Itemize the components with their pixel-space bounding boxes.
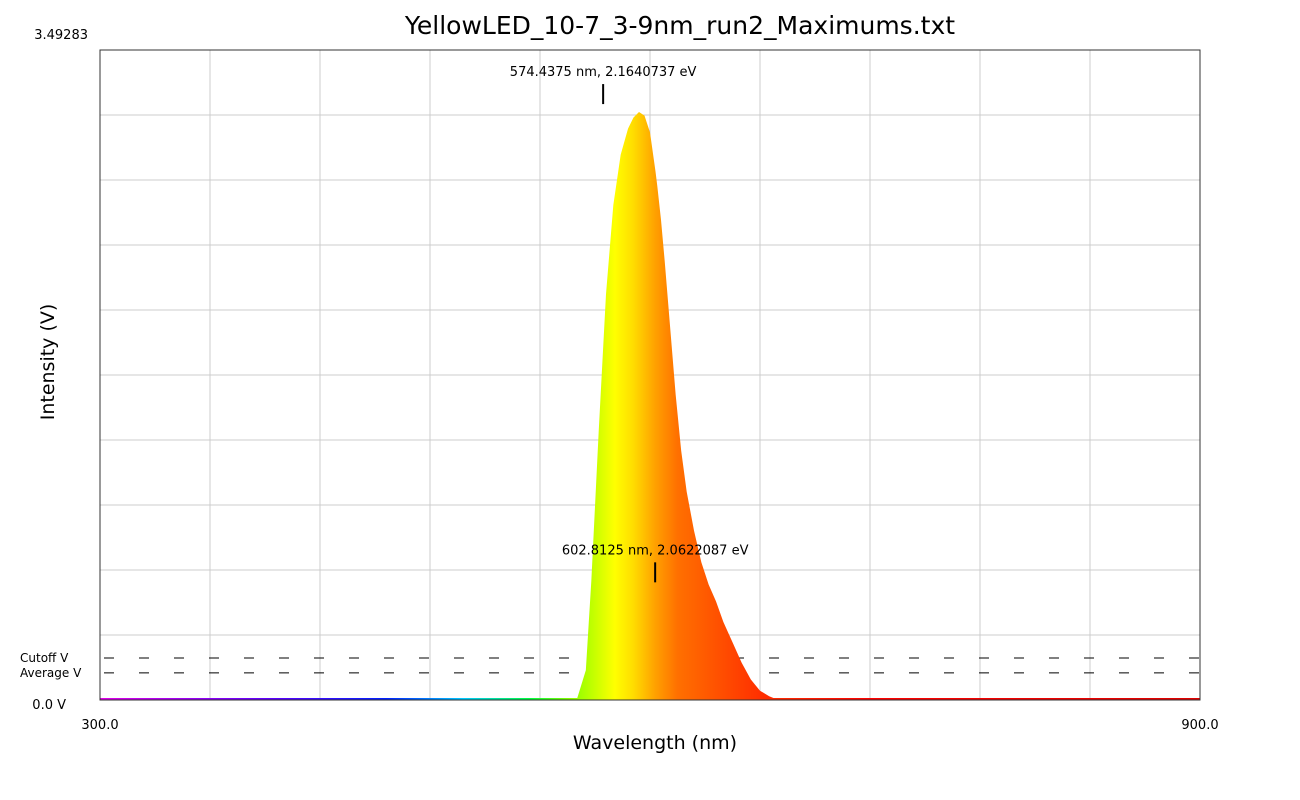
y-tick-max: 3.49283 [34,28,88,43]
x-tick-min: 300.0 [81,718,118,733]
peak-annotations: 574.4375 nm, 2.1640737 eV 602.8125 nm, 2.… [510,65,749,583]
series-layer [100,111,1200,700]
reference-lines [104,657,1200,674]
y-axis-label: Intensity (V) [37,304,59,421]
plot-frame [99,49,1201,701]
peak-label: 602.8125 nm, 2.0622087 eV [562,543,749,558]
peak-label: 574.4375 nm, 2.1640737 eV [510,65,697,80]
x-tick-max: 900.0 [1181,718,1218,733]
x-axis-label: Wavelength (nm) [573,732,737,754]
y-tick-min: 0.0 V [32,698,66,713]
reference-line-label: Cutoff V [20,651,69,665]
spectrum-area [100,111,1200,700]
reference-line-label: Average V [20,666,82,680]
chart-title: YellowLED_10-7_3-9nm_run2_Maximums.txt [404,11,955,40]
